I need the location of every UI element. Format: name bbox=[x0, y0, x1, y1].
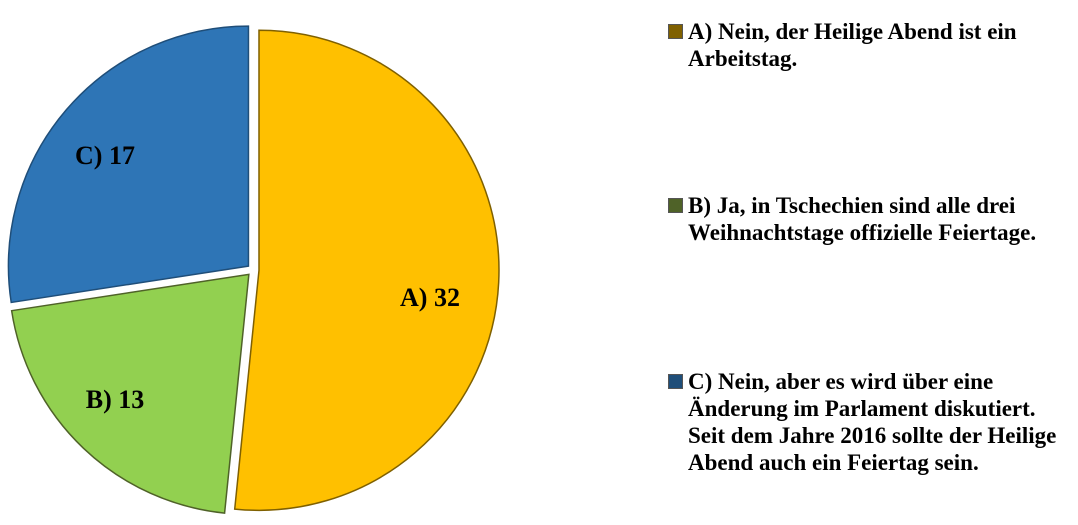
pie-slice bbox=[7, 25, 250, 304]
legend-swatch bbox=[668, 198, 683, 213]
legend-item: C) Nein, aber es wird über eine Änderung… bbox=[668, 368, 1068, 476]
legend-swatch bbox=[668, 374, 683, 389]
legend-text: A) Nein, der Heilige Abend ist ein Arbei… bbox=[688, 19, 1017, 71]
legend-swatch bbox=[668, 24, 683, 39]
legend-text: C) Nein, aber es wird über eine Änderung… bbox=[688, 369, 1057, 475]
legend-item: A) Nein, der Heilige Abend ist ein Arbei… bbox=[668, 18, 1068, 72]
pie-slice bbox=[10, 273, 250, 514]
legend-item: B) Ja, in Tschechien sind alle drei Weih… bbox=[668, 192, 1068, 246]
data-label: C) 17 bbox=[75, 141, 135, 170]
data-label: B) 13 bbox=[86, 385, 145, 414]
legend-text: B) Ja, in Tschechien sind alle drei Weih… bbox=[688, 193, 1037, 245]
data-label: A) 32 bbox=[400, 283, 460, 312]
pie-slice bbox=[233, 29, 500, 512]
